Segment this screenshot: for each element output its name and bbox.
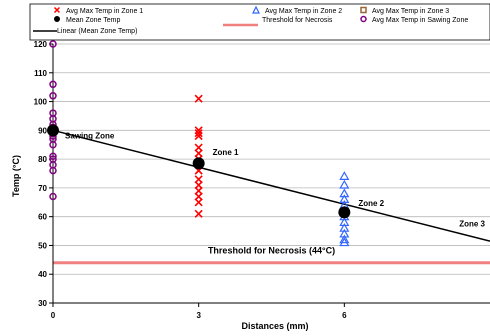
zone2-point	[339, 188, 350, 198]
annotation-label: Zone 1	[213, 148, 239, 157]
y-tick-label: 80	[38, 155, 47, 164]
zone2-point	[339, 217, 350, 227]
zone2-point	[339, 222, 350, 232]
x-tick-label: 0	[51, 311, 56, 320]
y-tick-label: 40	[38, 270, 47, 279]
square-marker-icon	[360, 6, 367, 14]
mean-temp-point	[338, 206, 351, 219]
annotation-label: Threshold for Necrosis (44°C)	[208, 246, 335, 256]
sawing-zone-point	[49, 166, 57, 175]
legend-item-sawing: Avg Max Temp in Sawing Zone	[360, 15, 468, 24]
sawing-zone-point	[49, 192, 57, 201]
legend-item-threshold: Threshold for Necrosis	[223, 17, 333, 27]
x-tick-label: 6	[342, 311, 347, 320]
dot-marker-icon	[54, 16, 60, 22]
zone1-point	[194, 94, 203, 103]
legend: Avg Max Temp in Zone 1 Avg Max Temp in Z…	[29, 3, 490, 41]
circle-marker-icon	[360, 15, 367, 23]
trend-line	[52, 129, 490, 242]
y-tick-label: 70	[38, 184, 47, 193]
legend-label: Avg Max Temp in Zone 1	[66, 8, 143, 15]
legend-label: Mean Zone Temp	[66, 17, 120, 24]
zone2-point	[339, 171, 350, 180]
legend-item-mean: Mean Zone Temp	[54, 16, 120, 24]
sawing-zone-point	[49, 140, 57, 149]
y-tick-label: 120	[34, 40, 48, 49]
annotation-label: Sawing Zone	[65, 131, 115, 140]
zone2-point	[339, 228, 350, 238]
mean-temp-point	[192, 157, 205, 170]
x-axis-title: Distances (mm)	[241, 321, 308, 331]
x-marker-icon	[53, 6, 61, 14]
legend-label: Avg Max Temp in Zone 2	[265, 8, 342, 15]
annotations: Sawing Zone Zone 1 Zone 2 Zone 3 Threshold f…	[65, 131, 486, 255]
y-tick-label: 110	[34, 69, 47, 78]
zone2-point	[339, 234, 350, 244]
triangle-marker-icon	[252, 5, 260, 14]
sawing-zone-point	[49, 40, 57, 48]
mean-temp-point	[47, 124, 59, 137]
legend-label: Avg Max Temp in Sawing Zone	[372, 17, 468, 24]
zone2-point	[339, 179, 350, 189]
annotation-label: Zone 2	[358, 199, 384, 208]
annotation-label: Zone 3	[459, 220, 485, 229]
legend-label: Threshold for Necrosis	[262, 17, 333, 24]
y-axis-title: Temp (°C)	[11, 155, 21, 197]
zone1-point	[194, 129, 203, 138]
sawing-zone-point	[49, 80, 57, 89]
x-tick-label: 3	[196, 311, 201, 320]
legend-label: Linear (Mean Zone Temp)	[57, 28, 137, 35]
zone1-point	[194, 209, 203, 218]
zone2-point	[339, 237, 350, 247]
sawing-zone-point	[49, 152, 57, 160]
y-tick-label: 50	[38, 241, 47, 250]
y-tick-label: 90	[38, 126, 47, 135]
grid-lines	[53, 43, 490, 304]
tick-labels: 30 40 50 60 70 80 90 100 110 120 0 3 6	[34, 40, 347, 320]
legend-label: Avg Max Temp in Zone 3	[372, 8, 449, 15]
legend-item-zone1: Avg Max Temp in Zone 1	[53, 6, 143, 15]
y-tick-label: 30	[38, 299, 47, 308]
data-points	[47, 40, 351, 247]
legend-item-zone3: Avg Max Temp in Zone 3	[360, 6, 449, 15]
legend-item-linear: Linear (Mean Zone Temp)	[33, 28, 137, 35]
sawing-zone-point	[49, 92, 57, 100]
y-tick-label: 60	[38, 213, 47, 222]
zone2-point	[339, 194, 350, 203]
zone1-point	[194, 132, 203, 141]
y-tick-label: 100	[34, 98, 48, 107]
legend-item-zone2: Avg Max Temp in Zone 2	[252, 5, 342, 15]
zone1-point	[194, 198, 203, 207]
legend-box	[29, 3, 490, 41]
